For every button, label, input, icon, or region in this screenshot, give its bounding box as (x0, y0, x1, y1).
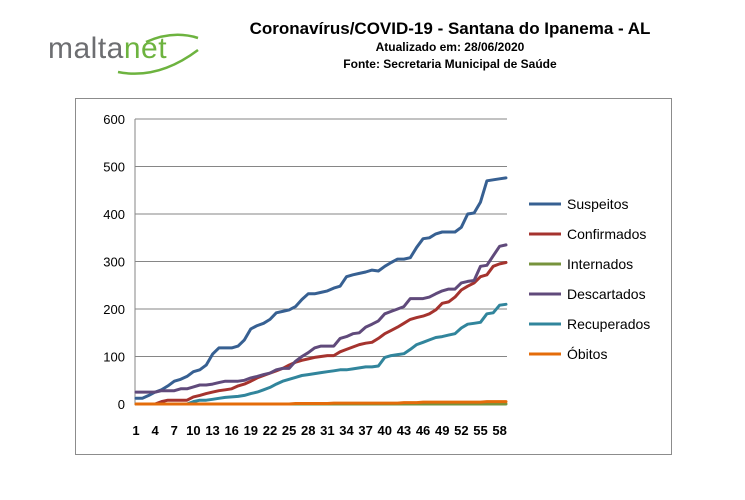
x-tick-label: 58 (492, 423, 506, 438)
data-source: Fonte: Secretaria Municipal de Saúde (343, 57, 557, 71)
line-chart: 0 100 200 300 400 500 600 1 4 7 10 13 16 19 22 25 28 31 34… (103, 112, 650, 438)
x-tick-label: 37 (358, 423, 372, 438)
x-tick-label: 1 (132, 423, 139, 438)
y-tick-label: 600 (103, 112, 125, 127)
x-tick-label: 31 (320, 423, 334, 438)
header: maltanet Coronavírus/COVID-19 - Santana … (0, 0, 745, 90)
x-tick-label: 16 (224, 423, 238, 438)
chart-frame: 0 100 200 300 400 500 600 1 4 7 10 13 16 19 22 25 28 31 34… (75, 98, 672, 455)
logo-swoosh-icon (117, 33, 199, 75)
x-tick-label: 22 (263, 423, 277, 438)
x-tick-label: 55 (473, 423, 487, 438)
series-line-suspeitos (134, 176, 508, 400)
updated-date: Atualizado em: 28/06/2020 (375, 40, 525, 54)
legend-label: Recuperados (567, 316, 650, 332)
legend-label: Descartados (567, 286, 646, 302)
y-tick-label: 500 (103, 160, 125, 175)
x-tick-label: 46 (416, 423, 430, 438)
y-tick-label: 200 (103, 302, 125, 317)
x-tick-label: 52 (454, 423, 468, 438)
legend-label: Confirmados (567, 226, 646, 242)
y-tick-label: 0 (118, 397, 125, 412)
y-tick-label: 100 (103, 350, 125, 365)
legend-label: Suspeitos (567, 196, 628, 212)
x-tick-label: 19 (244, 423, 258, 438)
x-tick-label: 49 (435, 423, 449, 438)
x-tick-label: 10 (186, 423, 200, 438)
series-line-confirmados (134, 261, 508, 406)
x-tick-label: 28 (301, 423, 315, 438)
title-block: Coronavírus/COVID-19 - Santana do Ipanem… (190, 18, 710, 73)
y-tick-label: 300 (103, 255, 125, 270)
x-tick-label: 40 (378, 423, 392, 438)
page-title: Coronavírus/COVID-19 - Santana do Ipanem… (249, 19, 651, 38)
x-tick-label: 4 (152, 423, 160, 438)
legend-label: Óbitos (567, 346, 607, 362)
logo-text: maltanet (48, 32, 168, 65)
x-tick-label: 25 (282, 423, 296, 438)
series-line-óbitos (134, 400, 508, 406)
x-tick-label: 13 (205, 423, 219, 438)
x-tick-label: 7 (171, 423, 178, 438)
x-tick-label: 34 (339, 423, 354, 438)
x-tick-label: 43 (397, 423, 411, 438)
y-tick-label: 400 (103, 207, 125, 222)
series-line-recuperados (134, 302, 508, 406)
series-line-descartados (134, 243, 508, 394)
legend-label: Internados (567, 256, 633, 272)
maltanet-logo: maltanet (48, 28, 208, 78)
